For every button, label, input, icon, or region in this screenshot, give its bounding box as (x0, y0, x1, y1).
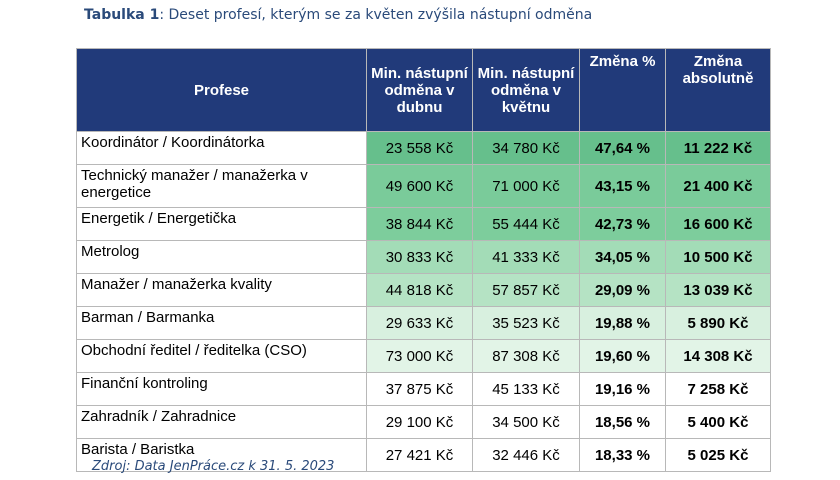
cell-duben: 29 100 Kč (366, 405, 473, 439)
cell-zmena-pct: 43,15 % (579, 164, 666, 208)
cell-profese: Zahradník / Zahradnice (76, 405, 367, 439)
table-row: Zahradník / Zahradnice 29 100 Kč 34 500 Kč… (76, 405, 771, 439)
table-row: Energetik / Energetička 38 844 Kč 55 444 K… (76, 207, 771, 241)
cell-duben: 23 558 Kč (366, 131, 473, 165)
cell-duben: 27 421 Kč (366, 438, 473, 472)
cell-kveten: 41 333 Kč (472, 240, 580, 274)
cell-zmena-pct: 29,09 % (579, 273, 666, 307)
cell-kveten: 57 857 Kč (472, 273, 580, 307)
table-row: Koordinátor / Koordinátorka 23 558 Kč 34 7… (76, 131, 771, 165)
cell-profese: Barista / Baristka (76, 438, 367, 472)
cell-kveten: 32 446 Kč (472, 438, 580, 472)
cell-zmena-abs: 5 025 Kč (665, 438, 771, 472)
cell-zmena-abs: 5 890 Kč (665, 306, 771, 340)
cell-duben: 37 875 Kč (366, 372, 473, 406)
cell-profese: Manažer / manažerka kvality (76, 273, 367, 307)
cell-zmena-pct: 47,64 % (579, 131, 666, 165)
table-row: Barman / Barmanka 29 633 Kč 35 523 Kč 19,88… (76, 306, 771, 340)
cell-profese: Finanční kontroling (76, 372, 367, 406)
cell-profese: Barman / Barmanka (76, 306, 367, 340)
cell-zmena-pct: 18,33 % (579, 438, 666, 472)
header-zmena-pct: Změna % (579, 48, 666, 132)
source-note: Zdroj: Data JenPráce.cz k 31. 5. 2023 (92, 459, 335, 474)
cell-profese: Obchodní ředitel / ředitelka (CSO) (76, 339, 367, 373)
cell-zmena-abs: 14 308 Kč (665, 339, 771, 373)
header-profese: Profese (76, 48, 367, 132)
cell-duben: 44 818 Kč (366, 273, 473, 307)
cell-zmena-abs: 10 500 Kč (665, 240, 771, 274)
table-row: Barista / Baristka 27 421 Kč 32 446 Kč 18,3… (76, 438, 771, 472)
cell-zmena-pct: 19,60 % (579, 339, 666, 373)
cell-kveten: 71 000 Kč (472, 164, 580, 208)
table-row: Finanční kontroling 37 875 Kč 45 133 Kč 19,… (76, 372, 771, 406)
cell-zmena-abs: 5 400 Kč (665, 405, 771, 439)
header-duben: Min. nástupní odměna v dubnu (366, 48, 473, 132)
cell-zmena-abs: 7 258 Kč (665, 372, 771, 406)
cell-kveten: 34 780 Kč (472, 131, 580, 165)
cell-profese: Technický manažer / manažerka v energeti… (76, 164, 367, 208)
cell-zmena-pct: 42,73 % (579, 207, 666, 241)
table-row: Manažer / manažerka kvality 44 818 Kč 57 8… (76, 273, 771, 307)
cell-kveten: 35 523 Kč (472, 306, 580, 340)
table-header-row: Profese Min. nástupní odměna v dubnu Min… (76, 48, 771, 132)
cell-duben: 73 000 Kč (366, 339, 473, 373)
cell-zmena-abs: 11 222 Kč (665, 131, 771, 165)
cell-duben: 49 600 Kč (366, 164, 473, 208)
cell-kveten: 55 444 Kč (472, 207, 580, 241)
cell-kveten: 45 133 Kč (472, 372, 580, 406)
caption-label: Tabulka 1 (84, 7, 160, 23)
table-caption: Tabulka 1: Deset profesí, kterým se za k… (84, 7, 592, 23)
cell-duben: 38 844 Kč (366, 207, 473, 241)
cell-kveten: 34 500 Kč (472, 405, 580, 439)
salary-table: Profese Min. nástupní odměna v dubnu Min… (76, 48, 771, 472)
cell-profese: Koordinátor / Koordinátorka (76, 131, 367, 165)
cell-kveten: 87 308 Kč (472, 339, 580, 373)
cell-zmena-abs: 21 400 Kč (665, 164, 771, 208)
cell-zmena-pct: 34,05 % (579, 240, 666, 274)
cell-zmena-abs: 16 600 Kč (665, 207, 771, 241)
caption-text: : Deset profesí, kterým se za květen zvý… (159, 7, 593, 23)
cell-zmena-pct: 18,56 % (579, 405, 666, 439)
cell-zmena-pct: 19,88 % (579, 306, 666, 340)
table-row: Metrolog 30 833 Kč 41 333 Kč 34,05 % 10 500 … (76, 240, 771, 274)
cell-duben: 29 633 Kč (366, 306, 473, 340)
table-container: Profese Min. nástupní odměna v dubnu Min… (76, 48, 771, 472)
cell-profese: Energetik / Energetička (76, 207, 367, 241)
cell-duben: 30 833 Kč (366, 240, 473, 274)
cell-zmena-abs: 13 039 Kč (665, 273, 771, 307)
table-row: Technický manažer / manažerka v energeti… (76, 164, 771, 208)
header-kveten: Min. nástupní odměna v květnu (472, 48, 580, 132)
table-row: Obchodní ředitel / ředitelka (CSO) 73 000… (76, 339, 771, 373)
cell-profese: Metrolog (76, 240, 367, 274)
cell-zmena-pct: 19,16 % (579, 372, 666, 406)
header-zmena-abs: Změna absolutně (665, 48, 771, 132)
